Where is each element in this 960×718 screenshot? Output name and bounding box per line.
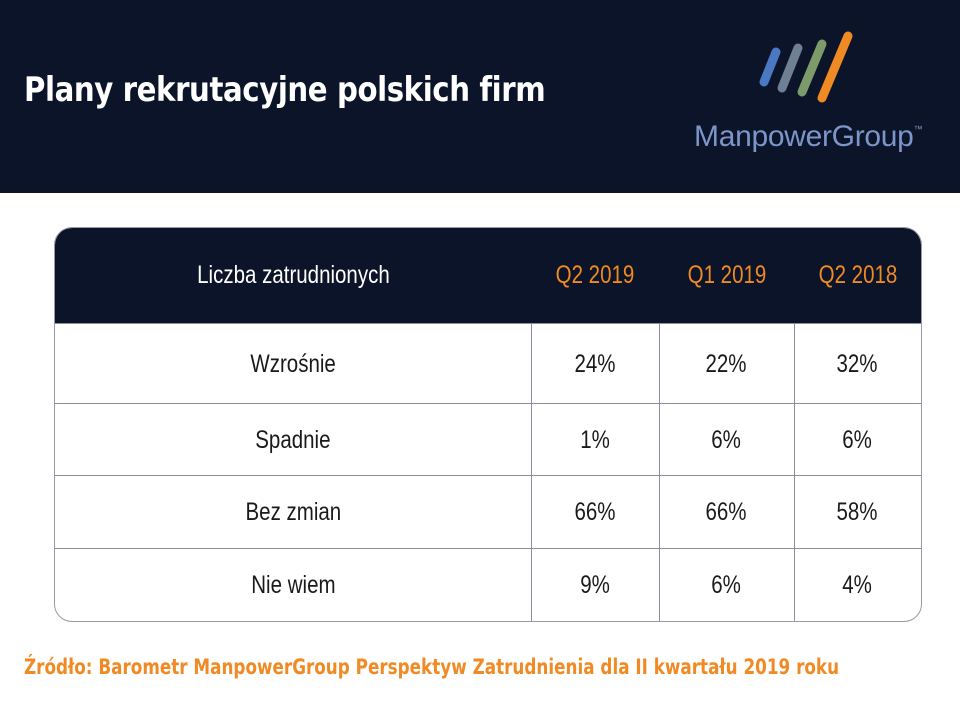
manpowergroup-logo: ManpowerGroup™ [690,30,930,160]
cell-value: 22% [705,349,748,378]
brand-text: ManpowerGroup [694,120,914,153]
table-row: Bez zmian 66% 66% 58% [55,475,921,549]
column-divider [659,323,660,621]
row-label: Wzrośnie [250,349,336,378]
table-row: Spadnie 1% 6% 6% [55,403,921,476]
cell-value: 9% [580,571,610,599]
cell-value: 6% [842,425,873,454]
header-text: Liczba zatrudnionych [196,261,390,289]
cell-value: 32% [836,349,879,378]
cell-value: 66% [574,498,616,526]
trademark-symbol: ™ [913,124,923,134]
value-cell: 32% [794,324,921,404]
header-banner: Plany rekrutacyjne polskich firm Manpowe… [0,0,960,193]
cell-value: 66% [705,498,748,526]
row-label-cell: Bez zmian [55,476,531,549]
page-title: Plany rekrutacyjne polskich firm [24,70,546,110]
value-cell: 6% [659,404,794,476]
logo-stripe-2 [777,43,803,93]
column-divider [794,323,795,621]
value-cell: 4% [794,549,921,621]
header-row-label: Liczba zatrudnionych [55,228,531,323]
cell-value: 6% [711,571,742,599]
row-label: Bez zmian [245,498,341,526]
cell-value: 24% [574,349,616,378]
column-divider [531,323,532,621]
table-header: Liczba zatrudnionych Q2 2019 Q1 2019 Q2 201… [55,228,921,323]
brand-name: ManpowerGroup™ [694,120,923,154]
data-table: Liczba zatrudnionych Q2 2019 Q1 2019 Q2 201… [54,227,922,622]
row-label-cell: Wzrośnie [55,324,531,404]
header-text: Q2 2019 [555,261,635,289]
table-row: Wzrośnie 24% 22% 32% [55,323,921,404]
cell-value: 1% [580,425,610,454]
value-cell: 22% [659,324,794,404]
row-label-cell: Spadnie [55,404,531,476]
value-cell: 6% [794,404,921,476]
value-cell: 66% [659,476,794,549]
logo-stripe-1 [759,47,781,87]
value-cell: 6% [659,549,794,621]
row-label: Spadnie [255,425,331,454]
header-column-1: Q2 2019 [531,228,659,323]
value-cell: 1% [531,404,659,476]
value-cell: 58% [794,476,921,549]
logo-stripe-3 [797,39,827,97]
source-note: Źródło: Barometr ManpowerGroup Perspekty… [24,655,840,679]
cell-value: 4% [842,571,873,599]
header-text: Q2 2018 [818,261,897,289]
value-cell: 9% [531,549,659,621]
logo-stripe-4 [817,31,853,103]
value-cell: 24% [531,324,659,404]
cell-value: 58% [836,498,879,526]
header-column-3: Q2 2018 [794,228,921,323]
header-text: Q1 2019 [687,261,766,289]
cell-value: 6% [711,425,742,454]
header-column-2: Q1 2019 [659,228,794,323]
row-label-cell: Nie wiem [55,549,531,621]
table-row: Nie wiem 9% 6% 4% [55,548,921,621]
row-label: Nie wiem [250,571,336,599]
value-cell: 66% [531,476,659,549]
logo-stripes-icon [759,31,853,103]
